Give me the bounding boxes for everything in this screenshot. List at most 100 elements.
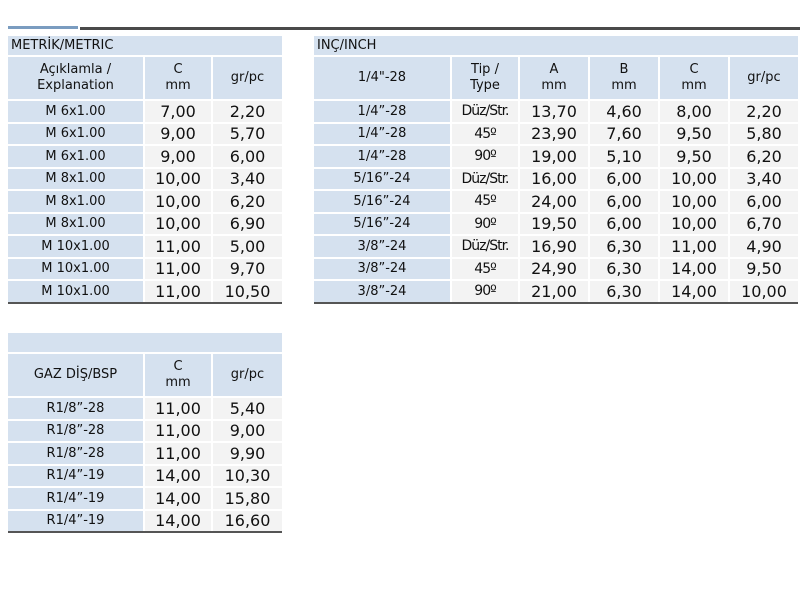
table-cell: 10,00 xyxy=(145,213,211,234)
table-cell: 10,00 xyxy=(145,191,211,212)
table-cell: 6,00 xyxy=(213,146,282,167)
table-cell: 45º xyxy=(452,258,518,279)
table-cell: 6,00 xyxy=(590,168,658,189)
table-cell: 6,90 xyxy=(213,213,282,234)
table-row: M 8x1.00 10,00 6,20 xyxy=(8,191,282,212)
table-row: M 10x1.00 11,00 5,00 xyxy=(8,236,282,257)
table-cell: 21,00 xyxy=(520,281,588,302)
table-cell: 10,00 xyxy=(660,191,728,212)
table-cell: 6,20 xyxy=(213,191,282,212)
table-row: 3/8”-24 90º 21,00 6,30 14,00 10,00 xyxy=(314,281,798,302)
table-cell: R1/4”-19 xyxy=(8,488,143,509)
table-cell: 24,90 xyxy=(520,258,588,279)
table-cell: 6,70 xyxy=(730,213,798,234)
table-row: M 6x1.00 9,00 6,00 xyxy=(8,146,282,167)
table-cell: 16,90 xyxy=(520,236,588,257)
table-cell: M 8x1.00 xyxy=(8,168,143,189)
table-row: M 6x1.00 9,00 5,70 xyxy=(8,123,282,144)
table-cell: 14,00 xyxy=(660,258,728,279)
table-cell: 45º xyxy=(452,191,518,212)
table-cell: R1/8”-28 xyxy=(8,443,143,464)
table-cell: 16,60 xyxy=(213,510,282,531)
table-cell: 45º xyxy=(452,123,518,144)
table-row: R1/4”-19 14,00 10,30 xyxy=(8,465,282,486)
column-header: Tip / Type xyxy=(452,57,518,99)
table-cell: M 10x1.00 xyxy=(8,236,143,257)
table-row: R1/8”-28 11,00 9,00 xyxy=(8,420,282,441)
table-cell: Düz/Str. xyxy=(452,236,518,257)
table-cell: 1/4”-28 xyxy=(314,146,450,167)
table-cell: 6,00 xyxy=(590,191,658,212)
table-row: 1/4”-28 Düz/Str. 13,70 4,60 8,00 2,20 xyxy=(314,101,798,122)
table-cell: R1/8”-28 xyxy=(8,420,143,441)
table-cell: 9,00 xyxy=(145,146,211,167)
table-cell: 11,00 xyxy=(145,258,211,279)
table-cell: 5/16”-24 xyxy=(314,168,450,189)
table-row: M 8x1.00 10,00 6,90 xyxy=(8,213,282,234)
table-row: 3/8”-24 Düz/Str. 16,90 6,30 11,00 4,90 xyxy=(314,236,798,257)
table-row: M 10x1.00 11,00 9,70 xyxy=(8,258,282,279)
table-cell: M 10x1.00 xyxy=(8,258,143,279)
table-cell: 10,30 xyxy=(213,465,282,486)
table-cell: 19,00 xyxy=(520,146,588,167)
top-divider-line xyxy=(80,27,800,30)
table-row: 1/4”-28 45º 23,90 7,60 9,50 5,80 xyxy=(314,123,798,144)
column-header: C mm xyxy=(660,57,728,99)
table-cell: 3/8”-24 xyxy=(314,258,450,279)
table-cell: M 8x1.00 xyxy=(8,213,143,234)
table-cell: 5,70 xyxy=(213,123,282,144)
column-header: GAZ DİŞ/BSP xyxy=(8,354,143,396)
table-cell: 1/4”-28 xyxy=(314,101,450,122)
column-header: Açıklamla / Explanation xyxy=(8,57,143,99)
table-row: 5/16”-24 90º 19,50 6,00 10,00 6,70 xyxy=(314,213,798,234)
table-title: METRİK/METRIC xyxy=(8,36,282,55)
table-cell: 5,80 xyxy=(730,123,798,144)
table-cell: 6,00 xyxy=(590,213,658,234)
table-cell: 3,40 xyxy=(213,168,282,189)
table-cell: M 8x1.00 xyxy=(8,191,143,212)
table-row: M 6x1.00 7,00 2,20 xyxy=(8,101,282,122)
table-cell: 6,30 xyxy=(590,236,658,257)
table-row: 1/4”-28 90º 19,00 5,10 9,50 6,20 xyxy=(314,146,798,167)
table-row: 5/16”-24 Düz/Str. 16,00 6,00 10,00 3,40 xyxy=(314,168,798,189)
table-cell: 14,00 xyxy=(145,488,211,509)
table-cell: 9,70 xyxy=(213,258,282,279)
table-cell: 6,30 xyxy=(590,258,658,279)
table-cell: 5/16”-24 xyxy=(314,213,450,234)
column-header: A mm xyxy=(520,57,588,99)
table-cell: 23,90 xyxy=(520,123,588,144)
table-cell: M 6x1.00 xyxy=(8,146,143,167)
table-cell: 1/4”-28 xyxy=(314,123,450,144)
table-cell: 9,90 xyxy=(213,443,282,464)
table-cell: 15,80 xyxy=(213,488,282,509)
table-cell: 9,00 xyxy=(213,420,282,441)
table-cell: 3/8”-24 xyxy=(314,236,450,257)
table-cell: 5,00 xyxy=(213,236,282,257)
table-row: 5/16”-24 45º 24,00 6,00 10,00 6,00 xyxy=(314,191,798,212)
table-cell: 7,60 xyxy=(590,123,658,144)
table-cell: 4,60 xyxy=(590,101,658,122)
table-cell: 10,00 xyxy=(145,168,211,189)
table-cell: 5,40 xyxy=(213,398,282,419)
table-cell: 11,00 xyxy=(145,281,211,302)
table-cell: 11,00 xyxy=(145,398,211,419)
table-cell: 9,50 xyxy=(660,146,728,167)
table-row: R1/8”-28 11,00 9,90 xyxy=(8,443,282,464)
column-header: gr/pc xyxy=(213,57,282,99)
table-row: M 8x1.00 10,00 3,40 xyxy=(8,168,282,189)
table-cell: 24,00 xyxy=(520,191,588,212)
table-cell: 13,70 xyxy=(520,101,588,122)
table-cell: 90º xyxy=(452,213,518,234)
table-cell: 90º xyxy=(452,281,518,302)
table-cell: 9,50 xyxy=(660,123,728,144)
column-header: gr/pc xyxy=(730,57,798,99)
table-cell: 2,20 xyxy=(730,101,798,122)
table-cell: R1/8”-28 xyxy=(8,398,143,419)
table-cell: 2,20 xyxy=(213,101,282,122)
table-cell: 4,90 xyxy=(730,236,798,257)
table-row: M 10x1.00 11,00 10,50 xyxy=(8,281,282,302)
column-header: 1/4"-28 xyxy=(314,57,450,99)
table-cell: 9,00 xyxy=(145,123,211,144)
table-cell: 11,00 xyxy=(145,443,211,464)
table-cell: 10,00 xyxy=(730,281,798,302)
